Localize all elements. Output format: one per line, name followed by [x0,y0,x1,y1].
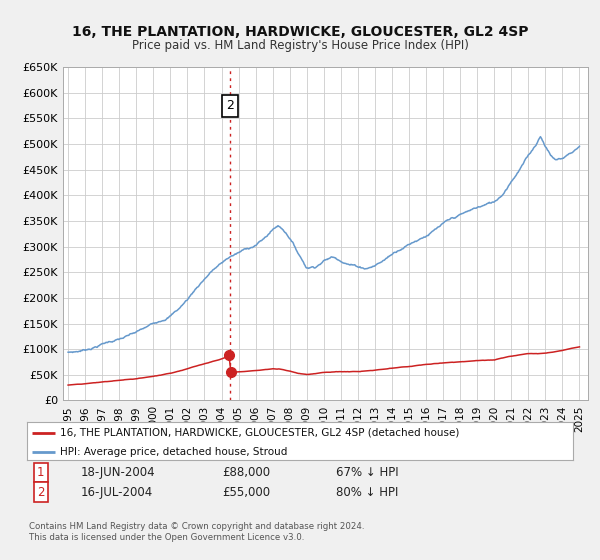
Text: £88,000: £88,000 [222,466,270,479]
Text: 16, THE PLANTATION, HARDWICKE, GLOUCESTER, GL2 4SP (detached house): 16, THE PLANTATION, HARDWICKE, GLOUCESTE… [60,427,459,437]
Text: 1: 1 [37,466,44,479]
Text: 18-JUN-2004: 18-JUN-2004 [81,466,155,479]
Text: 16-JUL-2004: 16-JUL-2004 [81,486,153,498]
Text: 2: 2 [226,99,234,112]
Text: £55,000: £55,000 [222,486,270,498]
Text: This data is licensed under the Open Government Licence v3.0.: This data is licensed under the Open Gov… [29,533,304,542]
Text: 16, THE PLANTATION, HARDWICKE, GLOUCESTER, GL2 4SP: 16, THE PLANTATION, HARDWICKE, GLOUCESTE… [72,25,528,39]
Text: 67% ↓ HPI: 67% ↓ HPI [336,466,398,479]
Text: 80% ↓ HPI: 80% ↓ HPI [336,486,398,498]
Text: Contains HM Land Registry data © Crown copyright and database right 2024.: Contains HM Land Registry data © Crown c… [29,522,364,531]
Text: Price paid vs. HM Land Registry's House Price Index (HPI): Price paid vs. HM Land Registry's House … [131,39,469,52]
Text: HPI: Average price, detached house, Stroud: HPI: Average price, detached house, Stro… [60,446,287,456]
Text: 2: 2 [37,486,44,498]
